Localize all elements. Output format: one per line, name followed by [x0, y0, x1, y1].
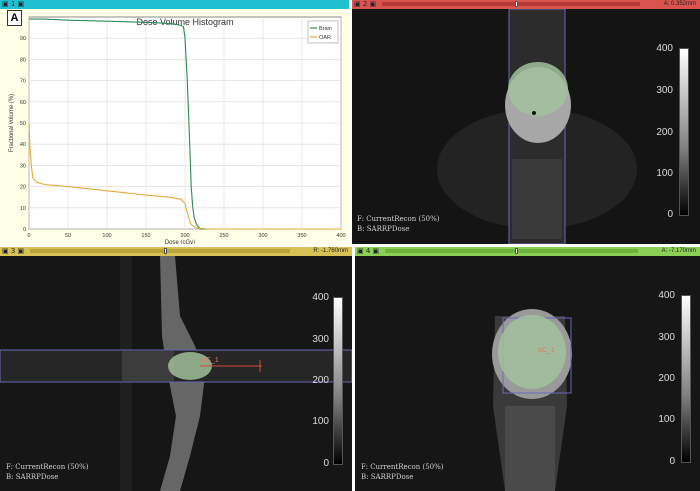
caption-foreground: F: CurrentRecon (50%)	[6, 463, 89, 471]
colorbar-tick: 400	[656, 43, 673, 54]
caption-background: B: SARRPDose	[361, 473, 414, 481]
colorbar	[333, 297, 343, 465]
y-tick-label: 90	[20, 36, 26, 42]
chart-title: Dose Volume Histogram	[136, 17, 233, 27]
panel-a-titlebar[interactable]: ▣ 1 ▣	[0, 0, 349, 9]
ct-image[interactable]: pC_1	[355, 256, 700, 491]
panel-b-axial: ▣ 2 ▣ A: 0.352mm B F: CurrentRecon (50%)…	[352, 0, 700, 244]
colorbar-tick: 0	[667, 209, 673, 220]
target-marker	[532, 111, 536, 115]
beam-noise	[122, 351, 174, 381]
colorbar-tick: 100	[658, 414, 675, 425]
colorbar-tick: 300	[312, 334, 329, 345]
slice-slider-thumb[interactable]	[515, 248, 518, 254]
colorbar-tick: 400	[312, 292, 329, 303]
view-icons[interactable]: ▣ 3 ▣	[2, 247, 25, 255]
slice-slider-track[interactable]	[30, 249, 290, 253]
panel-c-sagittal: ▣ 3 ▣ R: -1.760mm C pC_1 F: CurrentRecon…	[0, 247, 352, 491]
y-tick-label: 10	[20, 206, 26, 212]
colorbar-tick: 100	[656, 168, 673, 179]
neck-tissue	[505, 406, 555, 491]
colorbar-tick: 300	[658, 332, 675, 343]
brain-dose-overlay	[508, 62, 568, 116]
x-tick-label: 50	[65, 233, 71, 239]
x-tick-label: 100	[102, 233, 111, 239]
y-axis-label: Fractional volume (%)	[9, 94, 15, 152]
panel-a-dvh: ▣ 1 ▣ A 0 50 100 150 200 250 300 350 400 0 10 20 30 4…	[0, 0, 349, 244]
y-tick-label: 40	[20, 142, 26, 148]
colorbar-tick: 100	[312, 416, 329, 427]
x-tick-label: 150	[141, 233, 150, 239]
slice-slider-thumb[interactable]	[515, 1, 518, 7]
colorbar-tick: 0	[323, 458, 329, 469]
view-icons[interactable]: ▣ 1 ▣	[2, 0, 25, 8]
panel-c-titlebar[interactable]: ▣ 3 ▣ R: -1.760mm	[0, 247, 352, 256]
y-tick-label: 20	[20, 185, 26, 191]
y-tick-label: 60	[20, 100, 26, 106]
slice-slider-track[interactable]	[385, 249, 638, 253]
view-icons[interactable]: ▣ 4 ▣	[357, 247, 380, 255]
colorbar-tick: 200	[656, 127, 673, 138]
brain-dose-overlay	[498, 315, 566, 389]
colorbar-tick: 300	[656, 85, 673, 96]
x-axis-label: Dose (cGy)	[165, 240, 195, 244]
dvh-chart: 0 50 100 150 200 250 300 350 400 0 10 20 30 40 50 60 70 8…	[9, 16, 346, 244]
x-tick-label: 350	[297, 233, 306, 239]
ct-image[interactable]	[352, 9, 700, 244]
panel-d-titlebar[interactable]: ▣ 4 ▣ A: -7.170mm	[355, 247, 700, 256]
panel-d-coronal: ▣ 4 ▣ A: -7.170mm D pC_1 F: CurrentRecon…	[355, 247, 700, 491]
roi-label: pC_1	[202, 357, 219, 364]
colorbar-tick: 0	[669, 456, 675, 467]
colorbar-tick: 400	[658, 290, 675, 301]
view-icons[interactable]: ▣ 2 ▣	[354, 0, 377, 8]
series-line-oar	[28, 122, 341, 230]
colorbar	[679, 48, 689, 216]
legend-label: Brain	[319, 26, 332, 32]
colorbar	[681, 295, 691, 463]
x-tick-label: 0	[27, 233, 30, 239]
spine-noise	[512, 159, 562, 239]
x-tick-label: 200	[180, 233, 189, 239]
caption-foreground: F: CurrentRecon (50%)	[361, 463, 444, 471]
roi-label: pC_1	[538, 347, 555, 354]
series-line-brain	[29, 18, 341, 230]
slice-coordinate: A: -7.170mm	[661, 248, 696, 254]
y-tick-label: 30	[20, 163, 26, 169]
panel-a-letter: A	[7, 10, 22, 26]
slice-coordinate: R: -1.760mm	[313, 248, 348, 254]
y-tick-label: 50	[20, 121, 26, 127]
slice-coordinate: A: 0.352mm	[663, 1, 696, 7]
y-tick-label: 0	[23, 227, 26, 233]
y-tick-label: 70	[20, 79, 26, 85]
caption-background: B: SARRPDose	[6, 473, 59, 481]
slice-slider-track[interactable]	[382, 2, 640, 6]
legend-label: OAR	[319, 35, 331, 41]
y-tick-label: 80	[20, 57, 26, 63]
ct-image[interactable]: pC_1	[0, 256, 352, 491]
colorbar-tick: 200	[312, 375, 329, 386]
brain-dose-overlay	[168, 352, 212, 380]
caption-foreground: F: CurrentRecon (50%)	[357, 215, 440, 223]
colorbar-tick: 200	[658, 373, 675, 384]
slice-slider-thumb[interactable]	[164, 248, 167, 254]
panel-b-titlebar[interactable]: ▣ 2 ▣ A: 0.352mm	[352, 0, 700, 9]
x-tick-label: 400	[336, 233, 345, 239]
x-tick-label: 300	[258, 233, 267, 239]
caption-background: B: SARRPDose	[357, 225, 410, 233]
x-tick-label: 250	[219, 233, 228, 239]
